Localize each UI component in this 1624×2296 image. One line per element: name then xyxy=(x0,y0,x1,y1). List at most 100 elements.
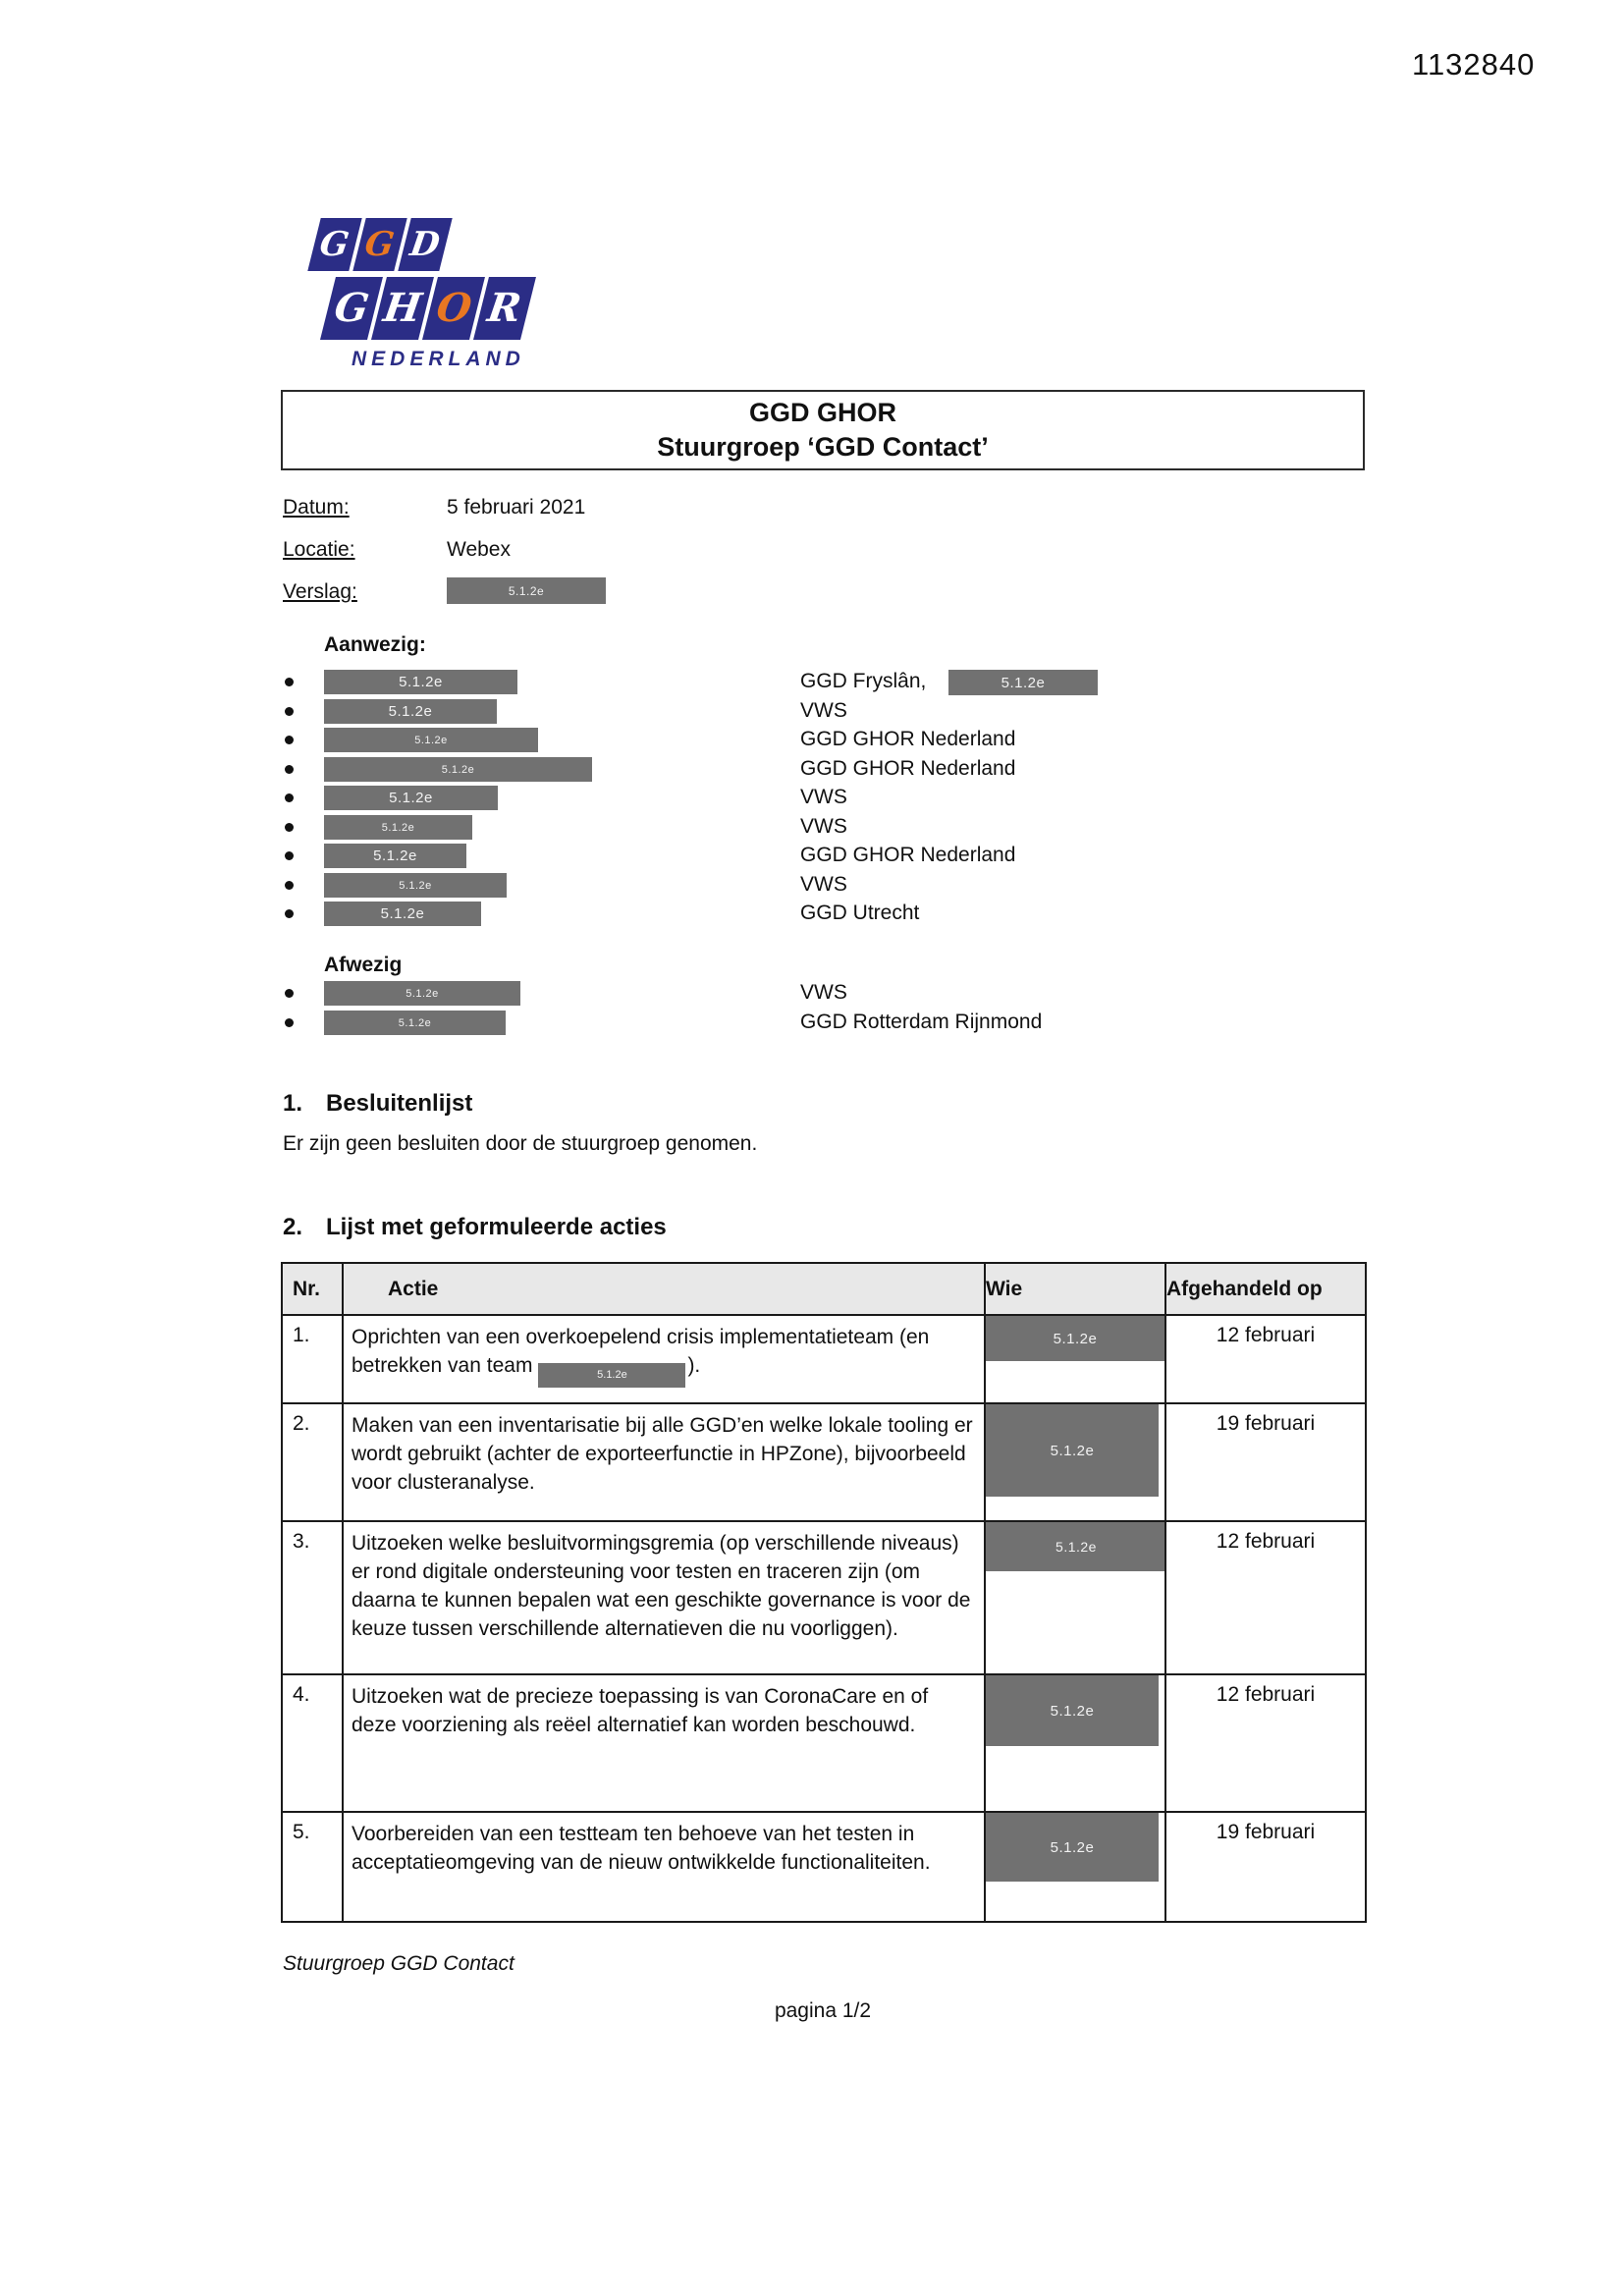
bullet-icon xyxy=(285,765,294,774)
title-line2: Stuurgroep ‘GGD Contact’ xyxy=(657,432,989,462)
name-redaction-box: 5.1.2e xyxy=(324,757,592,782)
bullet-icon xyxy=(285,736,294,744)
logo-letter: H xyxy=(380,285,425,331)
logo-nederland-text: NEDERLAND xyxy=(352,348,525,370)
wie-redaction-box: 5.1.2e xyxy=(987,1676,1159,1746)
bullet-icon xyxy=(285,678,294,686)
attendee-organisation: VWS xyxy=(800,699,847,722)
datum-value: 5 februari 2021 xyxy=(447,496,586,519)
cell-date: 12 februari xyxy=(1164,1520,1367,1675)
name-redaction-box: 5.1.2e xyxy=(324,873,507,898)
logo-letter: O xyxy=(433,285,474,331)
bullet-icon xyxy=(285,1018,294,1027)
attendee-organisation: GGD GHOR Nederland xyxy=(800,844,1016,866)
cell-nr: 2. xyxy=(281,1402,344,1522)
actie-text: ). xyxy=(687,1353,701,1377)
bullet-icon xyxy=(285,793,294,802)
actie-text: Oprichten van een overkoepelend crisis i… xyxy=(352,1326,930,1377)
actie-text: Maken van een inventarisatie bij alle GG… xyxy=(352,1414,973,1494)
attendee-organisation: VWS xyxy=(800,815,847,838)
cell-wie: 5.1.2e xyxy=(984,1673,1166,1813)
cell-date: 19 februari xyxy=(1164,1811,1367,1923)
cell-nr: 1. xyxy=(281,1314,344,1404)
name-redaction-box: 5.1.2e xyxy=(324,902,481,926)
logo-letter: R xyxy=(485,285,525,331)
verslag-label: Verslag: xyxy=(283,580,357,603)
document-number: 1132840 xyxy=(1412,47,1536,82)
cell-nr: 5. xyxy=(281,1811,344,1923)
locatie-value: Webex xyxy=(447,538,511,561)
verslag-redaction-box: 5.1.2e xyxy=(447,577,606,604)
cell-actie: Voorbereiden van een testteam ten behoev… xyxy=(342,1811,986,1923)
name-redaction-box: 5.1.2e xyxy=(324,981,520,1006)
actie-text: Uitzoeken welke besluitvormingsgremia (o… xyxy=(352,1532,971,1640)
table-row: 5. Voorbereiden van een testteam ten beho… xyxy=(281,1811,1367,1923)
org-redaction-box: 5.1.2e xyxy=(948,670,1098,695)
title-box: GGD GHOR Stuurgroep ‘GGD Contact’ xyxy=(281,390,1365,470)
column-header: Wie xyxy=(984,1262,1166,1316)
logo-letter: G xyxy=(362,225,398,264)
name-redaction-box: 5.1.2e xyxy=(324,728,538,752)
footer-title: Stuurgroep GGD Contact xyxy=(283,1952,514,1975)
attendee-organisation: GGD Utrecht xyxy=(800,902,920,924)
table-row: 2. Maken van een inventarisatie bij alle … xyxy=(281,1402,1367,1522)
cell-actie: Maken van een inventarisatie bij alle GG… xyxy=(342,1402,986,1522)
meta-row-locatie: Locatie: Webex xyxy=(283,538,511,566)
meta-row-datum: Datum: 5 februari 2021 xyxy=(283,496,585,523)
cell-wie: 5.1.2e xyxy=(984,1520,1166,1675)
logo-tile: R xyxy=(473,277,536,340)
bullet-icon xyxy=(285,851,294,860)
logo-tile: D xyxy=(398,218,453,271)
actions-table-header-row: Nr. Actie Wie Afgehandeld op xyxy=(281,1262,1367,1316)
cell-nr: 3. xyxy=(281,1520,344,1675)
bullet-icon xyxy=(285,989,294,998)
absent-heading: Afwezig xyxy=(324,954,403,976)
table-row: 4. Uitzoeken wat de precieze toepassing i… xyxy=(281,1673,1367,1813)
cell-date: 12 februari xyxy=(1164,1314,1367,1404)
cell-actie: Uitzoeken welke besluitvormingsgremia (o… xyxy=(342,1520,986,1675)
table-row: 3. Uitzoeken welke besluitvormingsgremia … xyxy=(281,1520,1367,1675)
cell-date: 12 februari xyxy=(1164,1673,1367,1813)
attendee-organisation: GGD GHOR Nederland xyxy=(800,728,1016,750)
section-2-number: 2. xyxy=(283,1214,303,1240)
column-header: Actie xyxy=(342,1262,986,1316)
attendee-organisation: VWS xyxy=(800,873,847,896)
locatie-label: Locatie: xyxy=(283,538,355,561)
logo-letter: G xyxy=(331,285,372,331)
logo-letter: G xyxy=(317,225,352,264)
name-redaction-box: 5.1.2e xyxy=(324,844,466,868)
column-header: Nr. xyxy=(281,1262,344,1316)
bullet-icon xyxy=(285,881,294,890)
actie-text: Voorbereiden van een testteam ten behoev… xyxy=(352,1823,931,1874)
attendee-organisation: GGD GHOR Nederland xyxy=(800,757,1016,780)
cell-wie: 5.1.2e xyxy=(984,1402,1166,1522)
section-1-body: Er zijn geen besluiten door de stuurgroe… xyxy=(283,1132,758,1155)
meta-row-verslag: Verslag: 5.1.2e xyxy=(283,577,606,608)
bullet-icon xyxy=(285,909,294,918)
present-heading: Aanwezig: xyxy=(324,633,426,656)
attendee-organisation: VWS xyxy=(800,786,847,808)
name-redaction-box: 5.1.2e xyxy=(324,1011,506,1035)
cell-nr: 4. xyxy=(281,1673,344,1813)
cell-date: 19 februari xyxy=(1164,1402,1367,1522)
datum-label: Datum: xyxy=(283,496,350,519)
footer-page-number: pagina 1/2 xyxy=(774,1999,872,2022)
cell-wie: 5.1.2e xyxy=(984,1314,1166,1404)
column-header: Afgehandeld op xyxy=(1164,1262,1367,1316)
attendee-organisation: VWS xyxy=(800,981,847,1004)
logo-letter: D xyxy=(407,225,443,264)
name-redaction-box: 5.1.2e xyxy=(324,786,498,810)
name-redaction-box: 5.1.2e xyxy=(324,815,472,840)
bullet-icon xyxy=(285,823,294,832)
cell-actie: Uitzoeken wat de precieze toepassing is … xyxy=(342,1673,986,1813)
wie-redaction-box: 5.1.2e xyxy=(987,1405,1159,1497)
wie-redaction-box: 5.1.2e xyxy=(987,1317,1164,1361)
cell-actie: Oprichten van een overkoepelend crisis i… xyxy=(342,1314,986,1404)
actie-text: Uitzoeken wat de precieze toepassing is … xyxy=(352,1685,929,1736)
section-1-title: Besluitenlijst xyxy=(326,1090,473,1117)
attendee-organisation: GGD Fryslân, xyxy=(800,670,927,692)
